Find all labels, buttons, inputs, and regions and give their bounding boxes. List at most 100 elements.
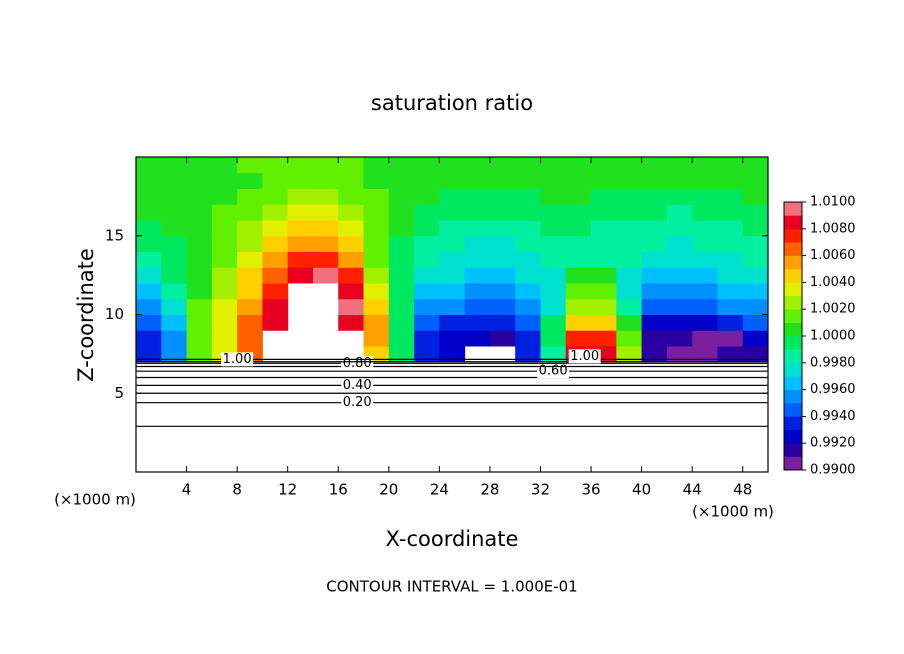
cell <box>439 172 466 189</box>
colorbar-band <box>784 416 802 431</box>
cell <box>414 330 440 347</box>
cell <box>717 220 744 237</box>
cell <box>439 188 466 205</box>
cell <box>742 346 769 363</box>
cell <box>312 220 339 237</box>
cell <box>287 251 314 268</box>
cell <box>439 157 466 174</box>
cell <box>515 314 541 331</box>
y-tick-label: 15 <box>105 226 124 244</box>
cell <box>464 220 491 237</box>
cell <box>363 157 390 174</box>
cell <box>186 283 213 300</box>
contour-label: 0.80 <box>343 356 372 371</box>
cell <box>414 251 440 268</box>
cell <box>489 314 516 331</box>
cell <box>414 172 440 189</box>
cell <box>161 298 188 315</box>
cell <box>565 251 592 268</box>
cell <box>666 283 693 300</box>
cell <box>388 172 415 189</box>
cell <box>515 346 541 363</box>
cell <box>641 251 668 268</box>
cell <box>515 298 541 315</box>
colorbar-band <box>784 282 802 297</box>
cell <box>489 298 516 315</box>
cell <box>388 330 415 347</box>
cell <box>136 220 162 237</box>
cell <box>211 188 238 205</box>
cell <box>161 235 188 252</box>
cell <box>388 267 415 284</box>
cell <box>692 157 718 174</box>
cell <box>363 204 390 221</box>
cell <box>136 346 162 363</box>
cell <box>591 204 617 221</box>
cell <box>641 204 668 221</box>
cell <box>211 235 238 252</box>
cell <box>161 204 188 221</box>
cell <box>717 204 744 221</box>
cell <box>489 157 516 174</box>
cell <box>237 204 263 221</box>
cell <box>439 267 466 284</box>
x-axis-label: X-coordinate <box>386 527 519 551</box>
colorbar-band <box>784 456 802 471</box>
cell <box>717 298 744 315</box>
cell <box>540 346 567 363</box>
cell <box>717 267 744 284</box>
cell <box>237 235 263 252</box>
cell <box>211 157 238 174</box>
cell <box>136 235 162 252</box>
cell <box>388 346 415 363</box>
cell <box>388 251 415 268</box>
cell <box>616 346 643 363</box>
contour-label-bg <box>341 395 374 410</box>
cell <box>540 267 567 284</box>
colorbar-band <box>784 403 802 417</box>
colorbar-band <box>784 389 802 404</box>
cell <box>616 314 643 331</box>
cell <box>363 251 390 268</box>
cell <box>692 314 718 331</box>
cell <box>464 298 491 315</box>
cell <box>136 188 162 205</box>
cell <box>540 251 567 268</box>
cell <box>237 298 263 315</box>
cell <box>161 330 188 347</box>
cell <box>692 172 718 189</box>
cell <box>262 298 289 315</box>
cell <box>641 267 668 284</box>
colorbar-band <box>784 269 802 283</box>
cell <box>287 172 314 189</box>
cell <box>540 298 567 315</box>
cell <box>540 220 567 237</box>
cell <box>237 330 263 347</box>
cell <box>388 314 415 331</box>
cell <box>211 283 238 300</box>
cell <box>262 314 289 331</box>
cell <box>692 346 718 363</box>
cell <box>161 346 188 363</box>
x-tick-label: 48 <box>733 481 752 499</box>
colorbar-band <box>784 255 802 270</box>
cell <box>338 267 365 284</box>
cell <box>338 172 365 189</box>
cell <box>515 220 541 237</box>
contour-label: 0.40 <box>343 378 372 393</box>
cell <box>464 157 491 174</box>
cell <box>262 235 289 252</box>
cell <box>641 330 668 347</box>
cell <box>237 283 263 300</box>
cell <box>616 157 643 174</box>
cell <box>692 298 718 315</box>
cell <box>742 298 769 315</box>
cell <box>136 314 162 331</box>
cell <box>515 172 541 189</box>
cell <box>363 330 390 347</box>
cell <box>312 172 339 189</box>
cell <box>666 235 693 252</box>
cell <box>616 188 643 205</box>
cell <box>161 314 188 331</box>
cell <box>616 235 643 252</box>
